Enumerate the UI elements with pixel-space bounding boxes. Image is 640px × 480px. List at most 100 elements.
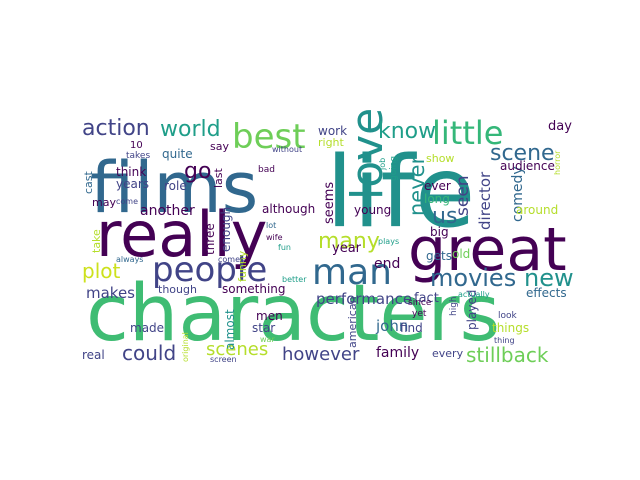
word-cast: cast	[82, 170, 95, 194]
word-scenes: scenes	[206, 339, 268, 360]
word-best: best	[232, 117, 306, 157]
word-star: star	[252, 321, 275, 335]
word-makes: makes	[86, 284, 135, 302]
word-three: three	[203, 223, 217, 255]
word-though: though	[158, 283, 197, 296]
word-always: always	[116, 255, 143, 264]
word-director: director	[476, 171, 494, 230]
word-another: another	[140, 203, 195, 219]
word-wife: wife	[266, 233, 283, 242]
word-long: long	[424, 192, 450, 206]
word-almost: almost	[223, 309, 237, 350]
word-family: family	[376, 345, 419, 361]
word-without: without	[272, 145, 302, 154]
word-although: although	[262, 202, 315, 216]
word-high: high	[449, 296, 459, 316]
word-audience: audience	[500, 159, 555, 173]
word-john: john	[375, 317, 408, 335]
word-day: day	[548, 119, 572, 134]
word-last: last	[212, 167, 225, 188]
word-enough: enough	[219, 207, 233, 252]
word-takes: takes	[126, 151, 150, 161]
word-yet: yet	[412, 309, 427, 319]
word-fact: fact	[414, 291, 439, 306]
word-every: every	[432, 347, 464, 360]
word-years: years	[116, 177, 149, 191]
word-men: men	[256, 309, 283, 323]
word-effects: effects	[526, 286, 567, 300]
word-performance: performance	[316, 290, 412, 308]
word-films: films	[90, 147, 258, 229]
word-action: action	[82, 116, 150, 141]
word-fun: fun	[278, 243, 291, 252]
word-right: right	[318, 136, 345, 149]
word-great: great	[408, 215, 567, 285]
word-bad: bad	[258, 165, 275, 175]
word-war: war	[260, 335, 275, 344]
word-young: young	[354, 203, 391, 217]
word-funny: funny	[236, 250, 249, 282]
word-original: original	[181, 332, 190, 362]
word-role: role	[164, 179, 187, 193]
word-real: real	[82, 348, 105, 362]
word-movies: movies	[430, 264, 516, 292]
word-american: american	[346, 296, 359, 348]
word-lot: lot	[266, 221, 276, 230]
word-characters: characters	[86, 269, 500, 359]
word-played: played	[465, 290, 479, 330]
word-year: year	[332, 241, 362, 256]
word-think: think	[116, 165, 146, 179]
word-actually: actually	[458, 290, 490, 299]
word-new: new	[524, 264, 574, 292]
word-never: never	[405, 155, 429, 216]
word-things: things	[492, 321, 529, 335]
word-many: many	[318, 229, 380, 254]
word-quite: quite	[162, 147, 193, 161]
word-really: really	[96, 198, 267, 271]
word-gets: gets	[426, 249, 452, 263]
word-world: world	[160, 117, 221, 142]
word-since: since	[408, 298, 432, 308]
word-better: better	[282, 275, 307, 284]
word-say: say	[210, 140, 229, 153]
word-us: us	[432, 204, 457, 229]
word-take: take	[90, 229, 103, 253]
word-plot: plot	[82, 259, 120, 283]
word-show: show	[426, 152, 454, 165]
word-find: find	[400, 321, 423, 335]
word-comedy: comedy	[510, 166, 526, 222]
word-ever: ever	[424, 179, 451, 193]
word-comes: comes	[218, 255, 244, 264]
word-seems: seems	[322, 182, 337, 224]
word-screen: screen	[210, 355, 237, 364]
word-job: job	[378, 158, 387, 171]
word-stillback: stillback	[466, 343, 549, 367]
word-come: come	[116, 197, 138, 206]
word-around: around	[516, 203, 558, 217]
word-people: people	[152, 250, 267, 290]
word-seen: seen	[453, 175, 473, 216]
word-go: go	[184, 159, 211, 184]
word-plays: plays	[378, 237, 399, 246]
word-man: man	[312, 252, 392, 293]
word-something: something	[222, 282, 286, 296]
word-look: look	[498, 311, 518, 321]
word-scene: scene	[490, 141, 555, 166]
word-work: work	[318, 124, 347, 138]
word-love: love	[342, 108, 393, 200]
word-thing: thing	[494, 336, 515, 345]
word-could: could	[122, 341, 176, 365]
word-old: old	[452, 247, 470, 261]
word-know: know	[378, 119, 436, 144]
word-big: big	[430, 225, 449, 239]
word-made: made	[130, 321, 164, 335]
word-little: little	[432, 114, 503, 152]
word-going: going	[389, 156, 399, 181]
word-horror: horror	[553, 150, 562, 175]
word-life: life	[326, 136, 475, 250]
word-may: may	[92, 196, 116, 209]
word-end: end	[374, 256, 400, 272]
word-10: 10	[130, 140, 143, 151]
word-however: however	[282, 344, 360, 365]
